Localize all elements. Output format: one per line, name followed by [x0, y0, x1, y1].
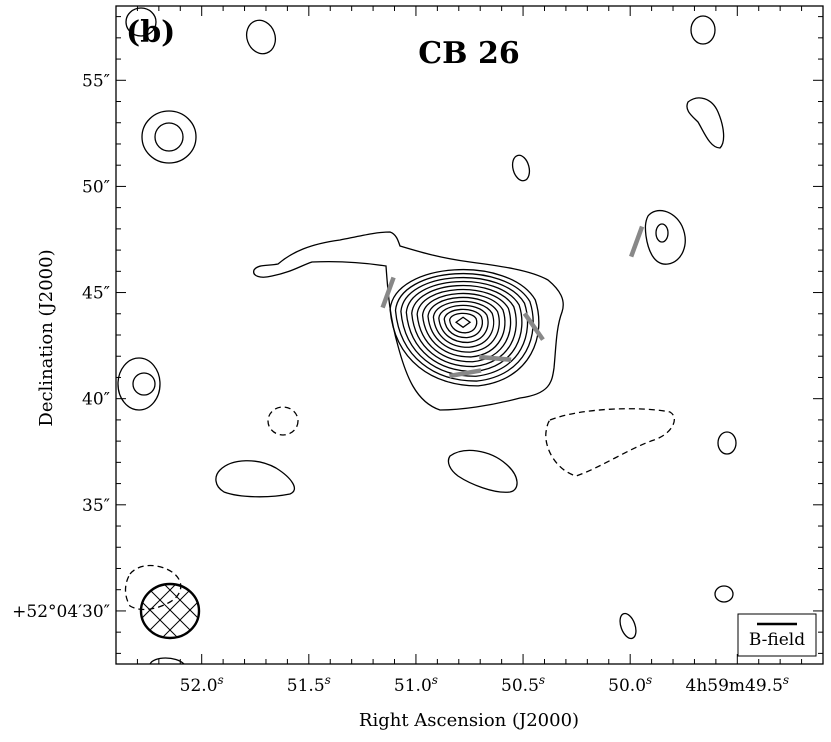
contour-level — [438, 304, 489, 344]
axis-ticks — [115, 6, 824, 664]
plot-frame — [115, 5, 824, 665]
legend-box — [737, 613, 817, 657]
polarization-vector — [449, 368, 482, 379]
contour-map — [253, 231, 564, 411]
x-tick-label: 50.0s — [608, 673, 652, 696]
contour-blob — [149, 657, 185, 665]
polarization-vector — [479, 354, 512, 362]
x-tick-label: 50.5s — [501, 673, 545, 696]
contour-level — [389, 268, 540, 387]
y-tick-label: 50″ — [82, 177, 110, 197]
y-tick-label: 45″ — [82, 284, 110, 304]
y-tick-label: 40″ — [82, 390, 110, 410]
contour-blob — [717, 431, 737, 455]
contour-level — [443, 308, 483, 339]
contour-blob — [117, 357, 161, 411]
contour-level — [427, 296, 500, 353]
contour-peak — [454, 316, 472, 329]
contour-blob — [141, 110, 197, 164]
y-tick-label: +52°04′30″ — [12, 602, 110, 622]
noise-contours — [117, 7, 737, 665]
x-tick-label: 52.0s — [180, 673, 224, 696]
contour-blob — [690, 15, 716, 45]
beam-ellipse — [139, 582, 201, 640]
contour-blob — [655, 223, 669, 243]
polarization-vector — [522, 312, 545, 341]
y-tick-label: 55″ — [82, 71, 110, 91]
contour-level — [400, 277, 529, 377]
polarization-vector — [380, 276, 396, 309]
x-tick-label: 4h59m49.5s — [686, 673, 790, 696]
contour-blob — [644, 209, 686, 265]
contour-level — [416, 288, 512, 363]
polarization-vector — [629, 225, 645, 258]
contour-blob — [215, 460, 295, 498]
legend-label: B-field — [749, 630, 805, 650]
polarization-vectors — [380, 225, 645, 379]
tick-labels: 52.0s 51.5s 51.0s 50.5s 50.0s 4h59m49.5s 55″ 50… — [12, 71, 789, 696]
y-tick-label: 35″ — [82, 496, 110, 516]
contour-blob — [154, 122, 184, 152]
panel-label: (b) — [126, 15, 175, 50]
x-tick-label: 51.0s — [394, 673, 438, 696]
chart-title: CB 26 — [418, 36, 519, 71]
central-source-contours — [389, 268, 540, 387]
negative-contours — [124, 406, 675, 611]
contour-blob — [619, 612, 637, 640]
contour-blob — [132, 372, 156, 396]
contour-level — [432, 300, 495, 348]
contour-negative — [124, 564, 182, 611]
contour-blob — [686, 97, 725, 149]
x-axis-title: Right Ascension (J2000) — [359, 710, 579, 731]
x-tick-label: 51.5s — [287, 673, 331, 696]
y-axis-title: Declination (J2000) — [36, 249, 57, 426]
contour-blob — [245, 19, 277, 55]
contour-negative — [545, 408, 675, 477]
contour-level — [411, 284, 517, 368]
contour-negative — [267, 406, 299, 436]
contour-blob — [714, 585, 734, 603]
contour-level — [421, 292, 506, 358]
contour-level — [405, 280, 523, 373]
contour-tail — [253, 231, 564, 411]
contour-blob — [511, 154, 531, 182]
contour-level — [449, 312, 478, 334]
legend: B-field — [737, 613, 817, 657]
contour-blob — [125, 7, 157, 37]
contour-level — [394, 272, 534, 382]
contour-blob — [447, 449, 518, 493]
